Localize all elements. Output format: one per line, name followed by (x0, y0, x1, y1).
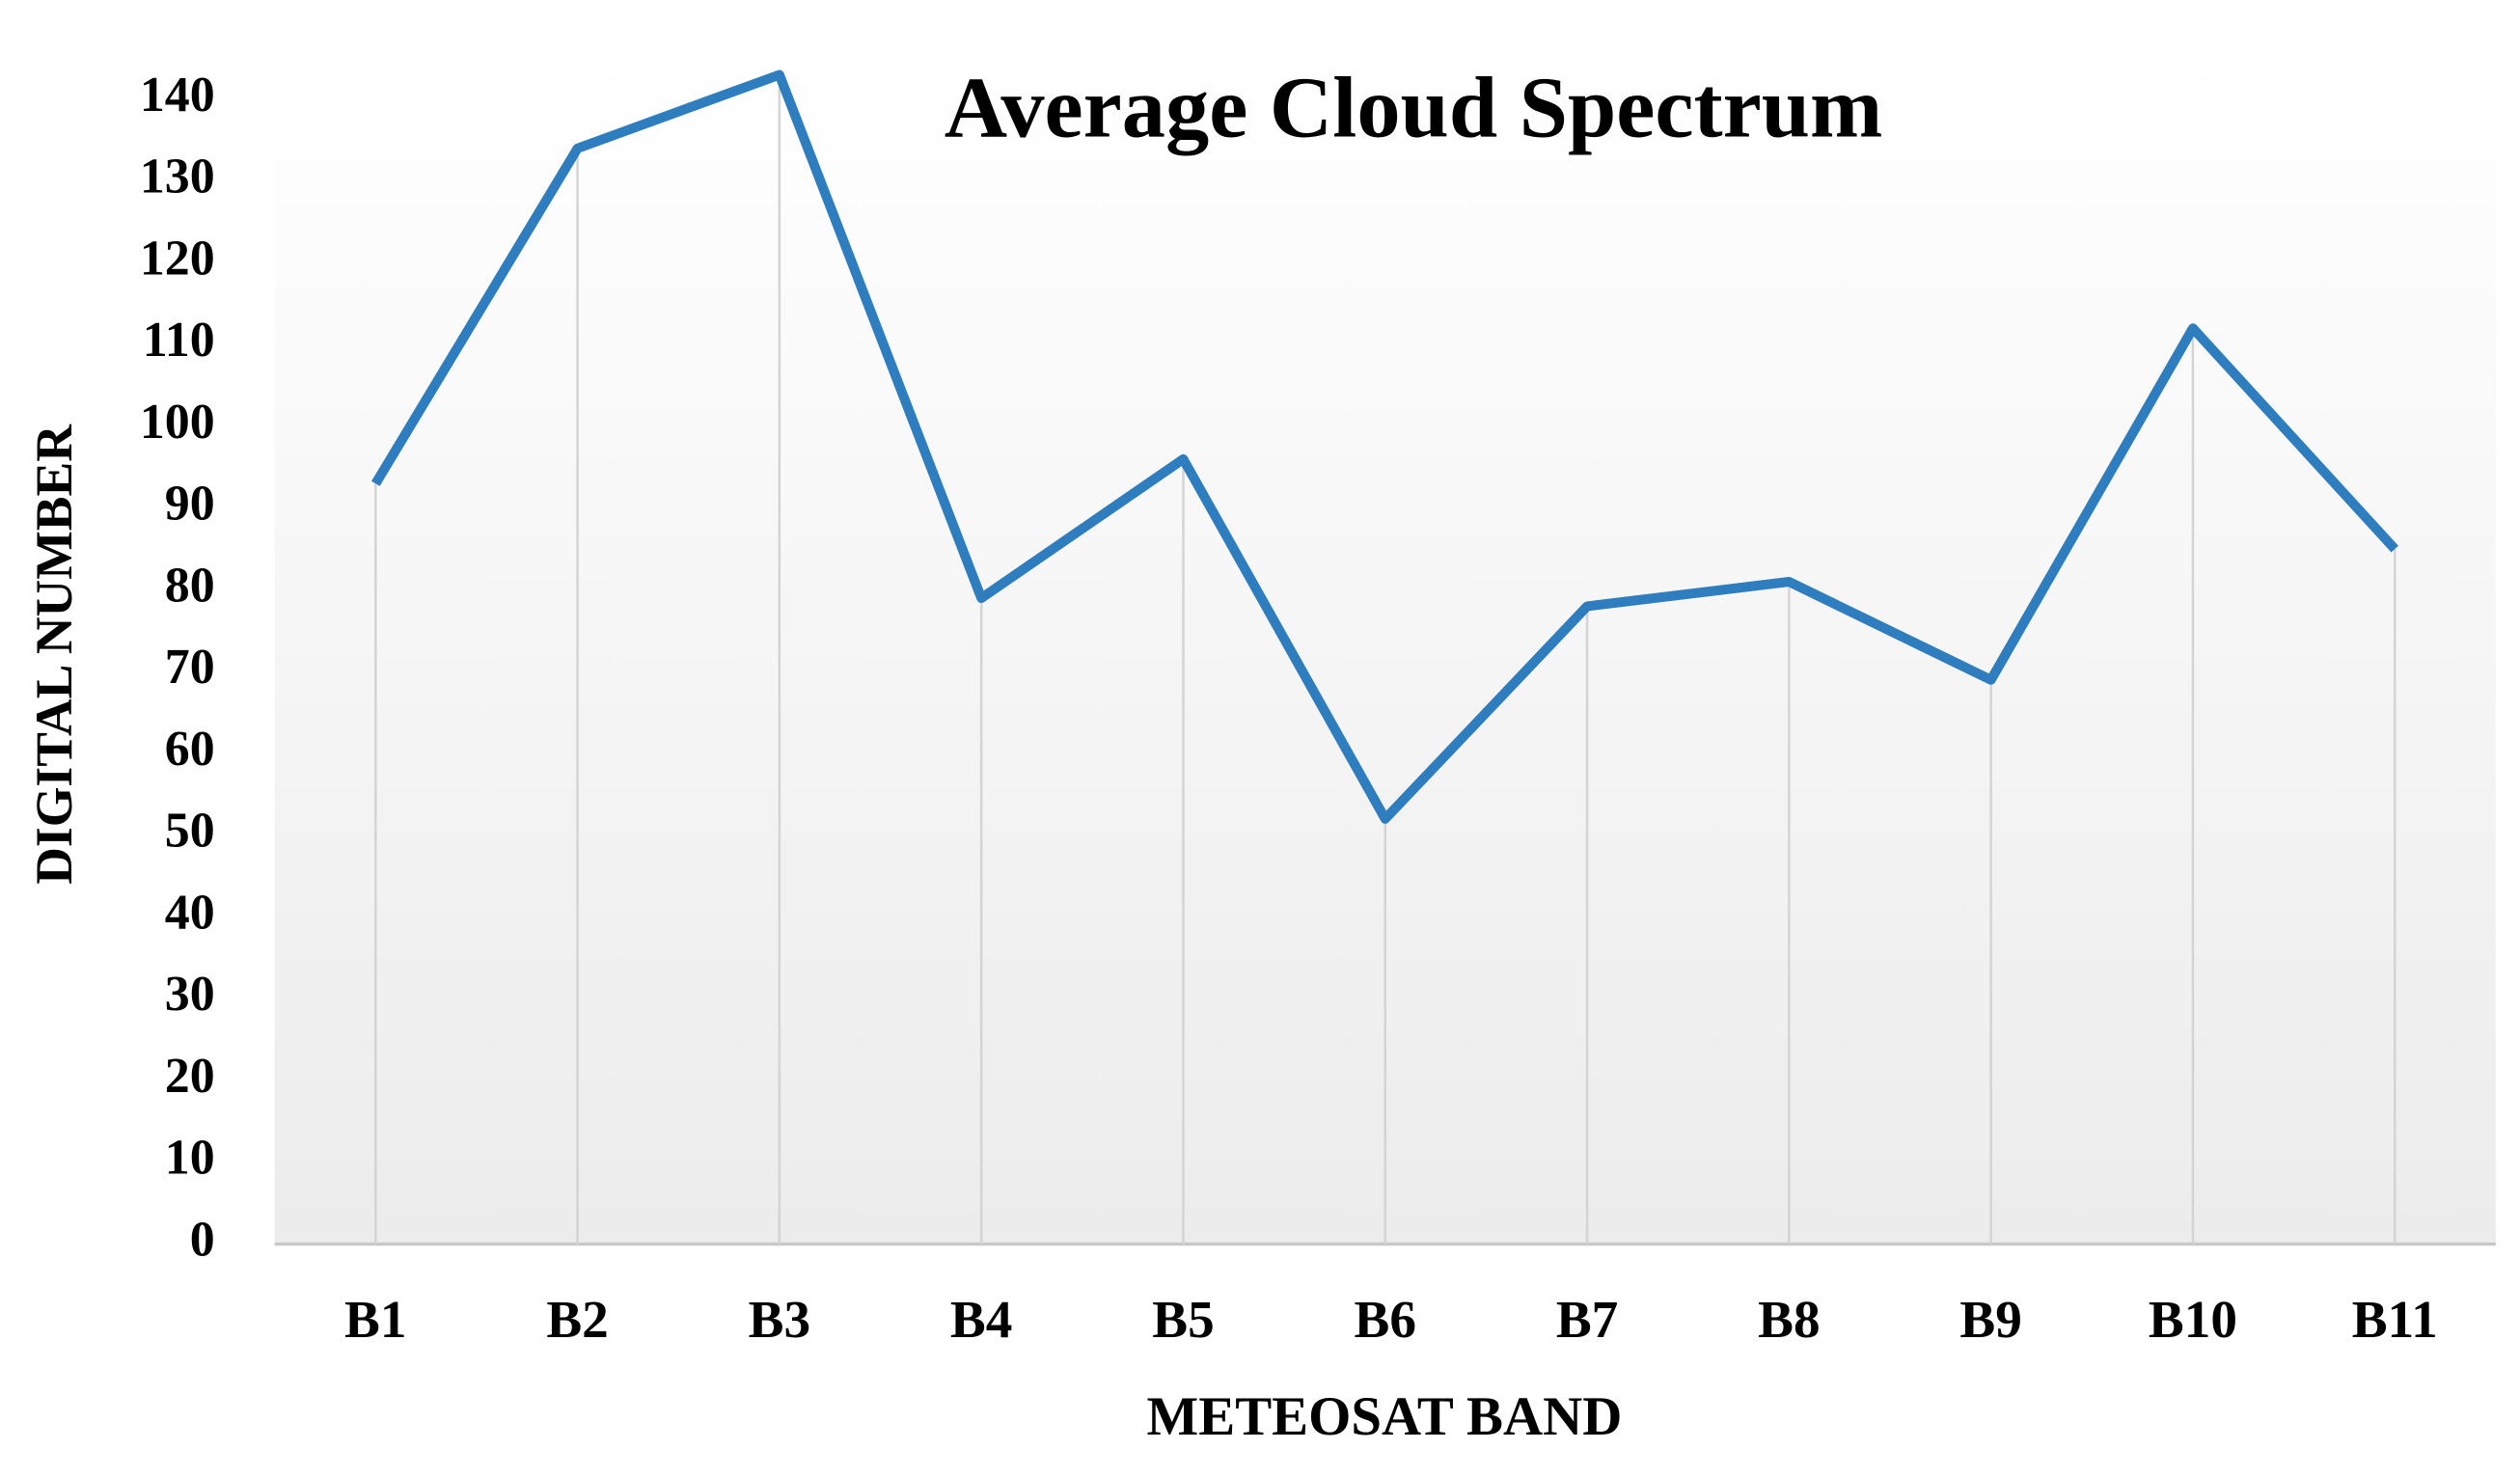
y-tick-label: 30 (165, 967, 215, 1022)
y-tick-label: 80 (165, 558, 215, 613)
y-tick-label: 20 (165, 1049, 215, 1104)
y-tick-label: 60 (165, 722, 215, 777)
y-tick-label: 10 (165, 1131, 215, 1186)
x-tick-label: B7 (1556, 1290, 1618, 1349)
x-tick-label: B8 (1758, 1290, 1820, 1349)
data-line (370, 69, 2398, 824)
x-tick-label: B1 (344, 1290, 406, 1349)
y-axis-label: DIGITAL NUMBER (25, 424, 83, 885)
y-tick-label: 50 (165, 804, 215, 859)
x-tick-label: B10 (2149, 1290, 2237, 1349)
x-tick-label: B6 (1355, 1290, 1416, 1349)
x-tick-label: B2 (546, 1290, 608, 1349)
x-axis-label: METEOSAT BAND (1147, 1386, 1623, 1447)
y-tick-label: 40 (165, 885, 215, 940)
y-tick-label: 140 (140, 68, 215, 123)
x-tick-label: B3 (749, 1290, 810, 1349)
y-tick-label: 130 (140, 150, 215, 205)
y-tick-label: 120 (140, 231, 215, 286)
chart-title: Average Cloud Spectrum (945, 59, 1883, 156)
y-tick-label: 110 (143, 313, 215, 368)
x-tick-label: B11 (2352, 1290, 2438, 1349)
x-tick-label: B4 (950, 1290, 1012, 1349)
y-tick-label: 100 (140, 395, 215, 450)
y-tick-label: 90 (165, 477, 215, 532)
y-tick-label: 0 (190, 1212, 215, 1267)
y-tick-label: 70 (165, 640, 215, 695)
x-tick-label: B5 (1152, 1290, 1214, 1349)
x-tick-label: B9 (1959, 1290, 2021, 1349)
